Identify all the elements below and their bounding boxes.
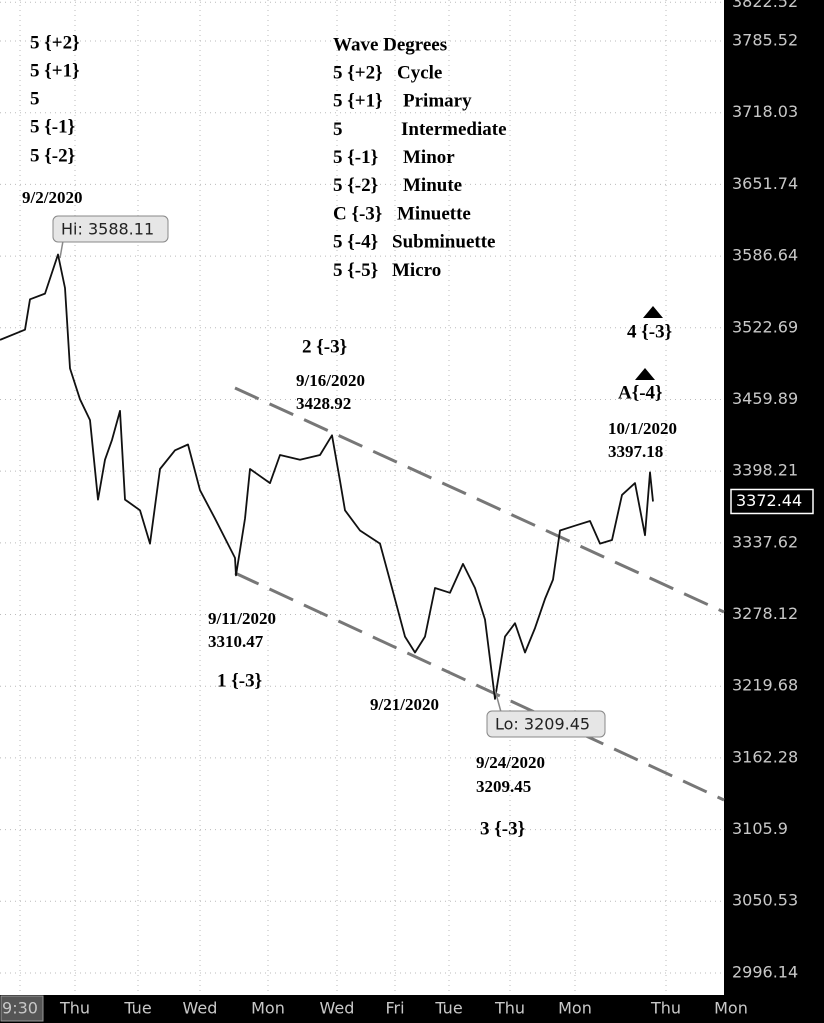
annotation: 3209.45 xyxy=(476,777,531,796)
callout-label: Lo: 3209.45 xyxy=(495,715,590,734)
annotation: 1 {-3} xyxy=(217,670,262,691)
x-tick-label: Tue xyxy=(123,999,151,1018)
x-tick-label: Thu xyxy=(59,999,90,1018)
callout-pointer xyxy=(59,240,64,259)
y-tick-label: 3105.9 xyxy=(732,819,788,838)
upper-channel-line xyxy=(234,386,725,614)
lower-channel-line xyxy=(234,571,725,802)
annotation: 9/24/2020 xyxy=(476,753,545,772)
degree-mark: 5 {-1} xyxy=(333,147,378,168)
degree-mark: 5 {-4} xyxy=(333,232,378,253)
y-tick-label: 3522.69 xyxy=(732,317,798,336)
annotation: A{-4} xyxy=(618,382,663,403)
degree-mark: 5 {-2} xyxy=(333,175,378,196)
y-tick-label: 3718.03 xyxy=(732,102,798,121)
x-tick-label: Fri xyxy=(385,999,404,1018)
degree-name: Minor xyxy=(403,147,455,168)
y-tick-label: 3785.52 xyxy=(732,31,798,50)
x-tick-label: Mon xyxy=(558,999,592,1018)
annotation: 5 xyxy=(30,88,40,109)
x-tick-label: Wed xyxy=(320,999,355,1018)
annotation: 9/21/2020 xyxy=(370,695,439,714)
y-tick-label: 2996.14 xyxy=(732,962,798,981)
last-price-label: 3372.44 xyxy=(736,491,802,510)
annotation: 5 {-1} xyxy=(30,116,75,137)
annotation: 4 {-3} xyxy=(627,321,672,342)
callout-box xyxy=(486,710,606,738)
legend-title: Wave Degrees xyxy=(333,34,447,55)
last-price-box xyxy=(730,488,814,515)
annotation: 5 {+1} xyxy=(30,60,80,81)
x-tick-label: Mon xyxy=(714,999,748,1018)
annotation: 3428.92 xyxy=(296,394,351,413)
x-tick-label: Wed xyxy=(183,999,218,1018)
y-tick-label: 3050.53 xyxy=(732,891,798,910)
x-tick-label: Thu xyxy=(494,999,525,1018)
annotation: 5 {+2} xyxy=(30,32,80,53)
callout-pointer xyxy=(494,689,502,713)
y-tick-label: 3162.28 xyxy=(732,747,798,766)
price-line xyxy=(0,253,654,700)
callout-box xyxy=(52,215,169,243)
time-axis-panel xyxy=(0,995,824,1023)
degree-mark: 5 {+1} xyxy=(333,91,383,112)
annotation: 9/16/2020 xyxy=(296,371,365,390)
degree-mark: C {-3} xyxy=(333,203,382,224)
degree-name: Minute xyxy=(403,175,462,196)
marker-triangle xyxy=(635,368,655,380)
annotation: 9/2/2020 xyxy=(22,188,82,207)
annotation: 2 {-3} xyxy=(302,336,347,357)
degree-mark: 5 xyxy=(333,119,343,140)
degree-mark: 5 {+2} xyxy=(333,62,383,83)
annotation: 3397.18 xyxy=(608,442,663,461)
callout-label: Hi: 3588.11 xyxy=(61,220,154,239)
degree-name: Intermediate xyxy=(401,119,507,140)
y-tick-label: 3278.12 xyxy=(732,604,798,623)
annotation: 9/11/2020 xyxy=(208,609,276,628)
annotation: 3 {-3} xyxy=(480,818,525,839)
y-tick-label: 3398.21 xyxy=(732,461,798,480)
degree-name: Subminuette xyxy=(392,232,495,253)
y-tick-label: 3459.89 xyxy=(732,389,798,408)
x-tick-label: 9:30 xyxy=(2,999,38,1018)
y-tick-label: 3651.74 xyxy=(732,174,798,193)
annotation: 5 {-2} xyxy=(30,145,75,166)
y-tick-label: 3337.62 xyxy=(732,532,798,551)
time-box xyxy=(0,995,44,1022)
x-tick-label: Mon xyxy=(251,999,285,1018)
y-tick-label: 3219.68 xyxy=(732,676,798,695)
x-tick-label: Thu xyxy=(650,999,681,1018)
annotation: 3310.47 xyxy=(208,632,264,651)
degree-name: Micro xyxy=(392,260,441,281)
x-tick-label: Tue xyxy=(434,999,462,1018)
degree-name: Minuette xyxy=(397,203,471,224)
marker-triangle xyxy=(643,306,663,318)
y-tick-label: 3586.64 xyxy=(732,246,798,265)
degree-name: Cycle xyxy=(397,62,442,83)
degree-name: Primary xyxy=(403,91,472,112)
y-tick-label: 3822.52 xyxy=(732,0,798,11)
degree-mark: 5 {-5} xyxy=(333,260,378,281)
annotation: 10/1/2020 xyxy=(608,419,677,438)
grid-layer xyxy=(0,0,724,995)
